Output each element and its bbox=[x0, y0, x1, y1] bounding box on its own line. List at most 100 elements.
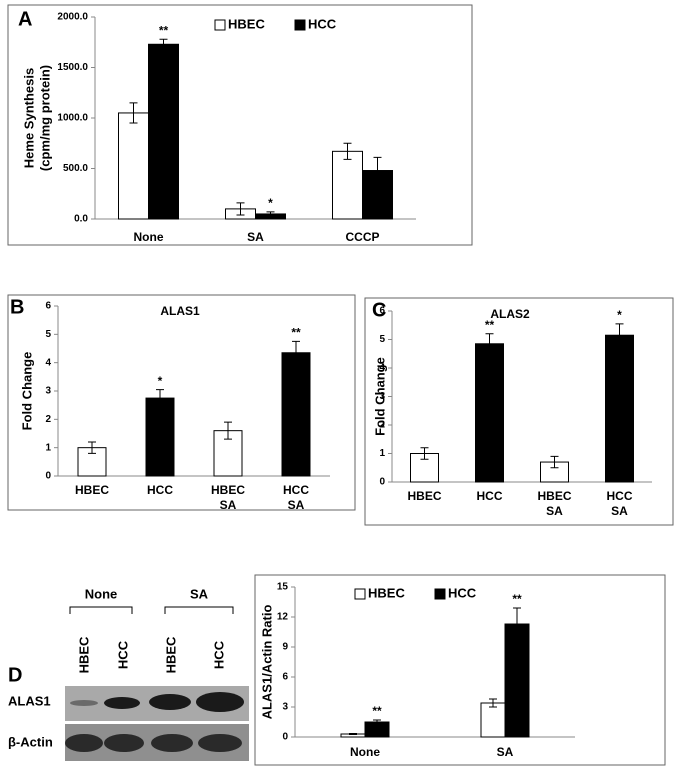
x-tick-label: HCC bbox=[607, 489, 633, 503]
legend-swatch bbox=[294, 19, 306, 31]
x-tick-label: SA bbox=[247, 230, 264, 244]
x-tick-label: HBEC bbox=[407, 489, 441, 503]
y-tick-label: 3 bbox=[45, 386, 51, 397]
y-tick-label: 1 bbox=[379, 448, 385, 459]
x-tick-label: None bbox=[134, 230, 164, 244]
error-bar bbox=[156, 389, 164, 408]
significance-label: ** bbox=[512, 592, 522, 606]
panel-frame bbox=[364, 297, 674, 526]
bar bbox=[504, 623, 530, 738]
x-tick-label: SA bbox=[220, 498, 237, 512]
error-bar bbox=[513, 607, 521, 641]
error-bar bbox=[88, 441, 96, 454]
chart-title: ALAS1 bbox=[160, 304, 200, 318]
y-tick-label: 1000.0 bbox=[57, 113, 88, 124]
x-tick-label: HBEC bbox=[75, 483, 109, 497]
error-bar bbox=[373, 156, 382, 185]
error-bar bbox=[266, 211, 275, 217]
bar bbox=[332, 150, 363, 220]
row-label: β-Actin bbox=[8, 734, 53, 749]
legend-label: HCC bbox=[308, 16, 337, 31]
y-tick-label: 6 bbox=[282, 672, 288, 683]
x-tick-label: SA bbox=[611, 504, 628, 518]
y-tick-label: 2 bbox=[379, 420, 385, 431]
error-bar bbox=[550, 455, 559, 469]
y-tick-label: 12 bbox=[277, 612, 289, 623]
x-tick-label: HBEC bbox=[211, 483, 245, 497]
y-axis-label: (cpm/mg protein) bbox=[37, 65, 52, 171]
bar bbox=[475, 343, 504, 483]
bar bbox=[281, 352, 311, 477]
y-tick-label: 0.0 bbox=[74, 214, 88, 225]
y-tick-label: 0 bbox=[379, 477, 385, 488]
error-bar bbox=[373, 719, 381, 725]
legend-swatch bbox=[214, 19, 226, 31]
significance-label: ** bbox=[291, 326, 301, 340]
x-tick-label: SA bbox=[546, 504, 563, 518]
legend-label: HBEC bbox=[228, 16, 265, 31]
y-axis-label: Heme Synthesis bbox=[21, 68, 36, 168]
chart-title: ALAS2 bbox=[490, 307, 530, 321]
group-bracket bbox=[69, 606, 234, 614]
group-label: SA bbox=[190, 586, 209, 601]
error-bar bbox=[129, 102, 138, 124]
y-tick-label: 5 bbox=[45, 329, 51, 340]
lane-label: HBEC bbox=[163, 636, 178, 673]
x-tick-label: HCC bbox=[283, 483, 309, 497]
panel-letter: A bbox=[18, 8, 32, 30]
y-tick-label: 2000.0 bbox=[57, 12, 88, 23]
panel-letter: B bbox=[10, 296, 24, 318]
bar bbox=[480, 702, 506, 738]
legend-label: HCC bbox=[448, 585, 477, 600]
y-tick-label: 1500.0 bbox=[57, 62, 88, 73]
lane-label: HBEC bbox=[76, 636, 91, 673]
x-tick-label: SA bbox=[288, 498, 305, 512]
bar bbox=[118, 112, 149, 220]
error-bar bbox=[420, 447, 429, 460]
significance-label: * bbox=[268, 196, 273, 210]
y-axis-label: Fold Change bbox=[19, 352, 34, 431]
y-tick-label: 0 bbox=[282, 732, 288, 743]
bar bbox=[605, 334, 634, 483]
x-tick-label: HCC bbox=[477, 489, 503, 503]
lane-label: HCC bbox=[115, 640, 130, 669]
y-tick-label: 5 bbox=[379, 334, 385, 345]
bar bbox=[145, 397, 175, 477]
group-label: None bbox=[85, 586, 118, 601]
y-axis-label: ALAS1/Actin Ratio bbox=[259, 605, 274, 720]
significance-label: ** bbox=[159, 23, 169, 37]
y-tick-label: 4 bbox=[379, 363, 385, 374]
blot-bands bbox=[65, 692, 244, 752]
panel-frame bbox=[7, 294, 356, 511]
significance-label: ** bbox=[372, 704, 382, 718]
bar bbox=[148, 43, 179, 220]
lane-label: HCC bbox=[211, 640, 226, 669]
significance-label: * bbox=[617, 308, 622, 322]
y-tick-label: 6 bbox=[45, 301, 51, 312]
legend-label: HBEC bbox=[368, 585, 405, 600]
error-bar bbox=[292, 340, 300, 365]
legend-swatch bbox=[434, 588, 446, 600]
row-label: ALAS1 bbox=[8, 693, 51, 708]
panel-frame bbox=[7, 4, 473, 246]
y-tick-label: 0 bbox=[45, 471, 51, 482]
error-bar bbox=[159, 38, 168, 50]
error-bar bbox=[349, 733, 357, 735]
legend-swatch bbox=[354, 588, 366, 600]
y-tick-label: 15 bbox=[277, 582, 289, 593]
y-tick-label: 3 bbox=[379, 391, 385, 402]
x-tick-label: None bbox=[350, 745, 380, 759]
significance-label: * bbox=[158, 374, 163, 388]
panel-letter: C bbox=[372, 299, 386, 321]
y-tick-label: 9 bbox=[282, 642, 288, 653]
error-bar bbox=[615, 323, 624, 348]
error-bar bbox=[489, 698, 497, 708]
x-tick-label: SA bbox=[497, 745, 514, 759]
panel-frame bbox=[254, 574, 666, 766]
y-axis-label: Fold Change bbox=[372, 357, 387, 436]
y-tick-label: 6 bbox=[379, 306, 385, 317]
error-bar bbox=[236, 202, 245, 216]
y-tick-label: 1 bbox=[45, 442, 51, 453]
